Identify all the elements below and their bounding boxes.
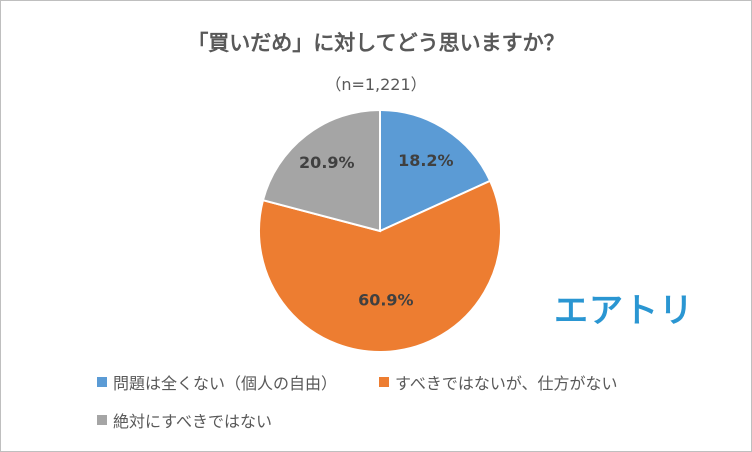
data-label-1: 60.9% — [358, 291, 414, 310]
pie-slice-0 — [379, 108, 492, 233]
legend-swatch — [97, 415, 107, 425]
logo: エアトリ — [554, 291, 694, 331]
pie-slice-2 — [261, 108, 381, 233]
legend-item-1: すべきではないが、仕方がない — [379, 370, 618, 394]
legend-label: 問題は全くない（個人の自由） — [113, 374, 338, 393]
legend-label: 絶対にすべきではない — [113, 412, 273, 431]
legend-swatch — [379, 377, 389, 387]
data-label-2: 20.9% — [299, 153, 355, 172]
chart-subtitle: （n=1,221） — [325, 75, 427, 94]
legend-item-0: 問題は全くない（個人の自由） — [97, 370, 337, 394]
data-label-0: 18.2% — [398, 151, 454, 170]
pie-slice-1 — [258, 179, 502, 353]
legend-label: すべきではないが、仕方がない — [395, 374, 618, 393]
chart-title: 「買いだめ」に対してどう思いますか？ — [187, 31, 565, 55]
legend-item-2: 絶対にすべきではない — [97, 408, 272, 432]
legend-swatch — [97, 377, 107, 387]
